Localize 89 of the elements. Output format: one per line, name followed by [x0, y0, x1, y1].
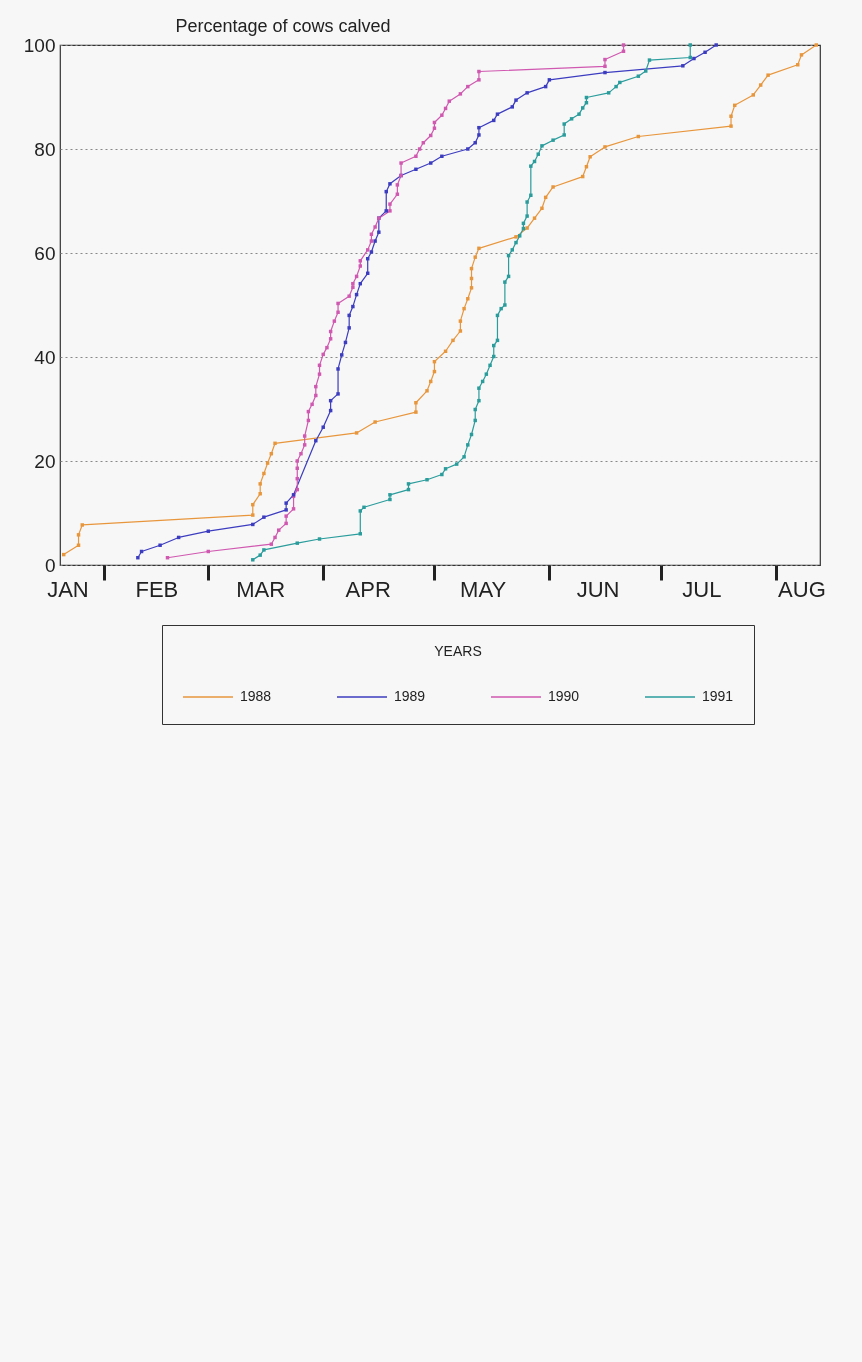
point — [729, 114, 733, 118]
point — [714, 43, 718, 47]
point — [377, 230, 381, 234]
point — [347, 313, 351, 318]
point — [314, 438, 318, 443]
point — [206, 529, 211, 533]
legend-label: 1990 — [548, 688, 580, 704]
point — [510, 105, 515, 109]
point — [347, 326, 351, 330]
point — [473, 141, 477, 145]
x-tick-label: AUG — [778, 576, 826, 602]
point — [532, 216, 537, 220]
point — [373, 239, 377, 243]
point — [321, 425, 325, 429]
point — [477, 125, 481, 130]
point — [729, 124, 733, 128]
y-tick-label: 100 — [23, 34, 56, 56]
point — [514, 98, 518, 102]
y-tick-label: 40 — [34, 346, 56, 368]
point — [369, 250, 374, 254]
legend-label: 1991 — [702, 688, 734, 704]
point — [284, 501, 288, 505]
point — [429, 161, 433, 165]
x-tick-label: MAY — [460, 576, 507, 602]
legend-title: YEARS — [434, 643, 482, 659]
point — [354, 431, 359, 435]
y-axis-title: Percentage of cows calved — [175, 15, 391, 36]
y-tick-label: 80 — [34, 138, 56, 160]
point — [440, 154, 444, 159]
x-tick-label: JUN — [576, 576, 620, 602]
point — [414, 410, 418, 414]
point — [262, 471, 266, 476]
point — [692, 56, 696, 61]
y-tick-label: 20 — [34, 450, 56, 472]
point — [262, 515, 266, 519]
point — [477, 133, 481, 137]
point — [265, 461, 270, 465]
point — [477, 246, 481, 251]
x-tick-label: JUL — [682, 576, 722, 602]
y-tick-label: 0 — [44, 554, 56, 576]
point — [603, 70, 607, 75]
point — [414, 167, 418, 172]
point — [451, 338, 455, 343]
point — [547, 78, 552, 82]
point — [251, 522, 255, 527]
point — [758, 83, 763, 87]
point — [388, 182, 392, 186]
point — [814, 43, 819, 47]
point — [751, 93, 755, 97]
point — [799, 53, 804, 57]
point — [284, 508, 288, 512]
point — [258, 492, 262, 496]
point — [336, 367, 340, 371]
x-tick-label: MAR — [236, 576, 286, 602]
x-tick-label: APR — [345, 576, 391, 602]
point — [384, 209, 388, 213]
point — [473, 255, 477, 259]
point — [373, 420, 377, 424]
y-tick-label: 60 — [34, 242, 56, 264]
point — [336, 392, 340, 396]
point — [251, 513, 255, 517]
point — [525, 226, 529, 230]
point — [414, 401, 418, 405]
point — [603, 145, 607, 149]
point — [258, 482, 262, 486]
legend-label: 1988 — [240, 688, 272, 704]
point — [495, 112, 500, 116]
point — [462, 306, 466, 311]
point — [766, 73, 770, 77]
point — [251, 502, 255, 507]
point — [458, 329, 463, 333]
point — [425, 389, 429, 393]
point — [469, 286, 474, 290]
point — [273, 441, 277, 446]
point — [466, 297, 470, 301]
point — [588, 155, 592, 159]
legend-label: 1989 — [394, 688, 426, 704]
point — [514, 235, 518, 239]
x-tick-label: FEB — [135, 576, 179, 602]
point — [466, 147, 470, 151]
point — [458, 319, 463, 323]
point — [551, 185, 555, 189]
point — [681, 64, 685, 68]
point — [525, 91, 529, 95]
x-tick-label: JAN — [47, 576, 89, 602]
point — [340, 353, 344, 357]
point — [351, 304, 355, 309]
point — [703, 50, 707, 55]
point — [540, 206, 544, 211]
